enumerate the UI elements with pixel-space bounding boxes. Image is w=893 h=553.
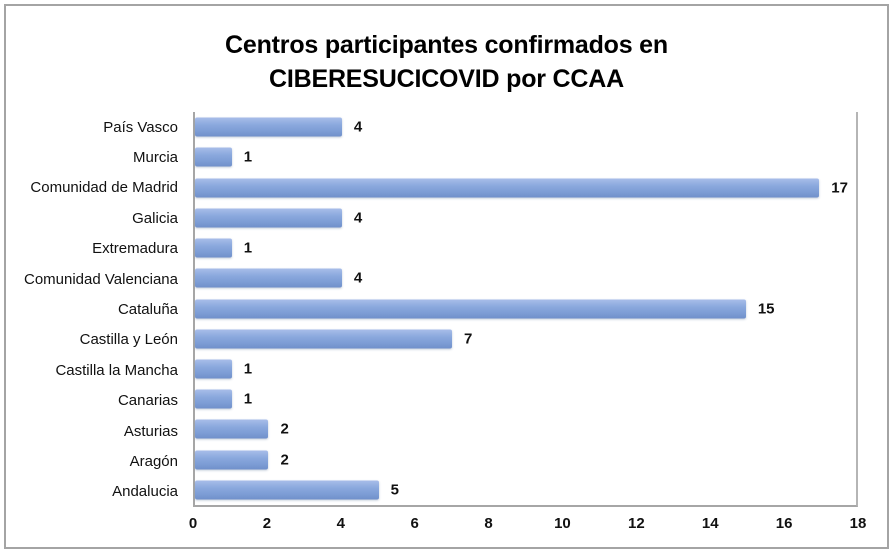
x-axis-tick-label: 4: [336, 515, 345, 532]
category-label: Castilla la Mancha: [55, 361, 178, 379]
category-label: Castilla y León: [79, 331, 178, 349]
chart-title-line-2: CIBERESUCICOVID por CCAA: [269, 65, 624, 93]
plot-area: 4 1 17 4 1 4 15 7 1 1 2 2 5: [193, 112, 858, 507]
bar-row: 7: [195, 324, 856, 354]
bar-row: 1: [195, 384, 856, 414]
bar-row: 5: [195, 475, 856, 505]
chart-outer-border: [4, 4, 889, 549]
bar-row: 4: [195, 203, 856, 233]
bar: [195, 178, 820, 198]
category-label: Comunidad Valenciana: [24, 270, 178, 288]
value-label: 1: [243, 148, 253, 166]
value-label: 4: [353, 209, 363, 227]
value-label: 1: [243, 390, 253, 408]
value-label: 4: [353, 269, 363, 287]
x-axis-tick-label: 12: [627, 515, 645, 532]
value-label: 5: [390, 481, 399, 499]
value-label: 15: [757, 300, 775, 318]
category-label: Canarias: [117, 392, 178, 410]
value-label: 7: [464, 330, 473, 348]
bar-row: 2: [195, 414, 856, 444]
category-label: Aragón: [129, 452, 178, 470]
bar-row: 1: [195, 354, 856, 384]
bar-row: 4: [195, 112, 856, 142]
bar: [195, 117, 342, 137]
value-label: 1: [243, 239, 253, 257]
value-label: 4: [353, 118, 363, 136]
value-label: 1: [243, 360, 253, 378]
bar: [195, 147, 232, 167]
value-label: 17: [831, 179, 848, 197]
bar: [195, 359, 232, 379]
category-label: Galicia: [132, 209, 178, 227]
chart-title-line-1: Centros participantes confirmados en: [225, 31, 668, 59]
category-label: Andalucia: [112, 483, 178, 501]
x-axis-tick-label: 16: [775, 515, 793, 532]
bar: [195, 450, 269, 470]
x-axis-tick-labels: 0 2 4 6 8 10 12 14 16 18: [189, 515, 867, 537]
chart-title: Centros participantes confirmados en CIB…: [30, 28, 863, 96]
x-axis-tick-label: 8: [484, 515, 493, 532]
x-axis-tick-label: 2: [262, 515, 272, 532]
category-label: Asturias: [123, 422, 178, 440]
bar: [195, 480, 379, 500]
bar-row: 17: [195, 172, 856, 202]
x-axis-tick-label: 0: [188, 515, 198, 532]
bar-row: 4: [195, 263, 856, 293]
x-axis-tick-label: 6: [410, 515, 419, 532]
category-label: Comunidad de Madrid: [30, 179, 178, 197]
value-label: 2: [280, 420, 289, 438]
x-axis-tick-label: 18: [849, 515, 867, 532]
category-label: País Vasco: [103, 118, 178, 136]
x-axis-tick-label: 14: [701, 515, 719, 532]
bar: [195, 329, 453, 349]
bar-row: 2: [195, 445, 856, 475]
bar: [195, 299, 746, 319]
bar-row: 1: [195, 142, 856, 172]
bar-row: 1: [195, 233, 856, 263]
bar: [195, 419, 269, 439]
bar-row: 15: [195, 293, 856, 323]
category-label: Extremadura: [92, 240, 178, 258]
bar: [195, 208, 342, 228]
category-axis-labels: País Vasco Murcia Comunidad de Madrid Galic…: [10, 112, 186, 507]
value-label: 2: [280, 451, 289, 469]
bar: [195, 238, 232, 258]
x-axis-tick-label: 10: [554, 515, 571, 532]
category-label: Murcia: [132, 149, 178, 167]
bar: [195, 268, 342, 288]
bar: [195, 389, 232, 409]
bar-rows: 4 1 17 4 1 4 15 7 1 1 2 2 5: [195, 112, 856, 505]
category-label: Cataluña: [117, 301, 178, 319]
